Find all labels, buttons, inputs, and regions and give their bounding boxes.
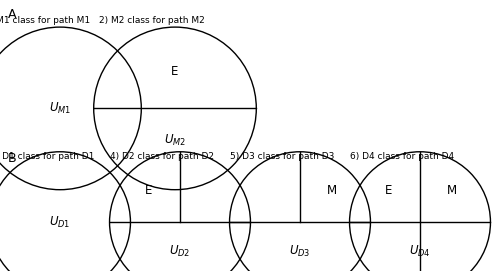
Text: A: A bbox=[8, 8, 16, 21]
Text: $U_{D3}$: $U_{D3}$ bbox=[290, 244, 310, 259]
Text: $U_{D4}$: $U_{D4}$ bbox=[409, 244, 431, 259]
Text: 2) M2 class for path M2: 2) M2 class for path M2 bbox=[98, 16, 204, 25]
Text: 4) D2 class for path D2: 4) D2 class for path D2 bbox=[110, 152, 214, 161]
Text: $U_{M1}$: $U_{M1}$ bbox=[49, 101, 71, 116]
Text: 3) D1 class for path D1: 3) D1 class for path D1 bbox=[0, 152, 94, 161]
Text: 1) M1 class for path M1: 1) M1 class for path M1 bbox=[0, 16, 90, 25]
Text: E: E bbox=[172, 65, 178, 78]
Text: $U_{D1}$: $U_{D1}$ bbox=[50, 215, 70, 230]
Text: 5) D3 class for path D3: 5) D3 class for path D3 bbox=[230, 152, 334, 161]
Text: $U_{M2}$: $U_{M2}$ bbox=[164, 133, 186, 149]
Text: $U_{D2}$: $U_{D2}$ bbox=[170, 244, 190, 259]
Text: M: M bbox=[326, 184, 337, 197]
Text: E: E bbox=[384, 184, 392, 197]
Text: 6) D4 class for path D4: 6) D4 class for path D4 bbox=[350, 152, 454, 161]
Text: M: M bbox=[446, 184, 457, 197]
Text: B: B bbox=[8, 152, 16, 165]
Text: E: E bbox=[144, 184, 152, 197]
